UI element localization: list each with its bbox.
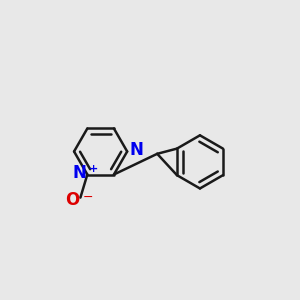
- Text: N: N: [72, 164, 86, 182]
- Text: N: N: [130, 141, 144, 159]
- Text: O: O: [65, 191, 79, 209]
- Text: −: −: [82, 191, 93, 204]
- Text: +: +: [89, 164, 98, 174]
